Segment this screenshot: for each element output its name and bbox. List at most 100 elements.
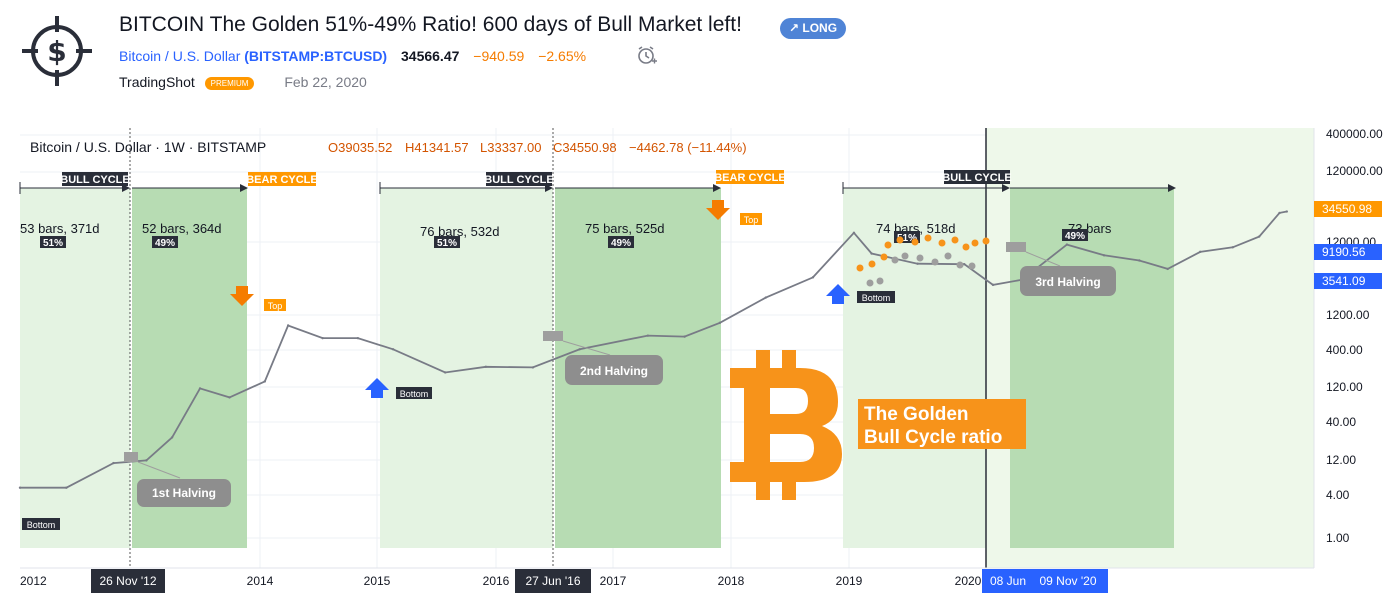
svg-text:2012: 2012 — [20, 574, 47, 588]
svg-text:Bottom: Bottom — [400, 389, 429, 399]
svg-text:27 Jun '16: 27 Jun '16 — [525, 574, 580, 588]
svg-text:BEAR CYCLE: BEAR CYCLE — [714, 172, 786, 184]
price-point — [263, 380, 266, 383]
price-point — [870, 252, 873, 255]
svg-text:2019: 2019 — [836, 574, 863, 588]
svg-text:Bull Cycle ratio: Bull Cycle ratio — [864, 427, 1002, 448]
cycle-labels: BULL CYCLE BEAR CYCLE BULL CYCLE BEAR CY… — [60, 170, 1012, 186]
price-point — [286, 324, 290, 327]
price-point — [646, 334, 650, 337]
price-point — [391, 348, 395, 351]
svg-text:Bottom: Bottom — [27, 520, 56, 530]
svg-text:49%: 49% — [1065, 231, 1085, 242]
y-axis: 400000.00 120000.00 12000.00 1200.00 400… — [1313, 127, 1383, 568]
symbol-row: Bitcoin / U.S. Dollar (BITSTAMP:BTCUSD) … — [119, 48, 586, 64]
alarm-clock-icon[interactable] — [636, 45, 658, 67]
price-point — [578, 348, 581, 351]
price-change: −940.59 — [473, 48, 525, 64]
price-point — [1102, 254, 1106, 257]
projection-dots — [856, 234, 990, 287]
price-point — [112, 461, 115, 465]
svg-text:O39035.52: O39035.52 — [328, 140, 392, 155]
svg-text:Bottom: Bottom — [862, 293, 891, 303]
price-point — [321, 336, 324, 340]
svg-text:400.00: 400.00 — [1326, 343, 1363, 357]
svg-text:51%: 51% — [897, 233, 917, 244]
ohlc-legend: Bitcoin / U.S. Dollar · 1W · BITSTAMP O3… — [30, 139, 747, 155]
svg-text:51%: 51% — [437, 238, 457, 249]
svg-text:120000.00: 120000.00 — [1326, 164, 1383, 178]
svg-text:3rd Halving: 3rd Halving — [1035, 275, 1100, 289]
svg-text:2015: 2015 — [364, 574, 391, 588]
svg-text:75 bars, 525d: 75 bars, 525d — [585, 221, 665, 236]
svg-text:40.00: 40.00 — [1326, 415, 1356, 429]
price-point — [198, 387, 202, 390]
svg-text:1200.00: 1200.00 — [1326, 308, 1370, 322]
premium-badge: PREMIUM — [204, 76, 255, 90]
svg-text:51%: 51% — [43, 238, 63, 249]
price-point — [1138, 259, 1141, 262]
price-point — [1258, 235, 1261, 238]
halving-callouts: 1st Halving 2nd Halving 3rd Halving — [124, 242, 1116, 507]
svg-text:BEAR CYCLE: BEAR CYCLE — [246, 174, 318, 186]
price-point — [228, 396, 231, 399]
svg-text:BULL CYCLE: BULL CYCLE — [484, 174, 553, 186]
svg-text:H41341.57: H41341.57 — [405, 140, 469, 155]
svg-text:9190.56: 9190.56 — [1322, 245, 1366, 259]
price-tags: 34550.98 9190.56 3541.09 — [1314, 201, 1382, 289]
price-line — [20, 210, 1287, 489]
last-price: 34566.47 — [401, 48, 460, 64]
svg-text:34550.98: 34550.98 — [1322, 202, 1372, 216]
price-point — [1285, 210, 1289, 213]
svg-text:The Golden: The Golden — [864, 404, 969, 425]
price-point — [683, 335, 686, 338]
svg-text:L33337.00: L33337.00 — [480, 140, 541, 155]
price-point — [65, 486, 68, 489]
price-point — [170, 436, 174, 439]
price-series — [18, 210, 1289, 489]
price-point — [764, 296, 768, 299]
symbol-name-link[interactable]: Bitcoin / U.S. Dollar — [119, 48, 241, 64]
symbol-ticker-link[interactable]: (BITSTAMP:BTCUSD) — [244, 48, 388, 64]
cycle-bars — [19, 182, 1176, 194]
long-badge: ↗ LONG — [780, 18, 847, 39]
price-point — [718, 321, 722, 325]
svg-text:53 bars, 371d: 53 bars, 371d — [20, 221, 100, 236]
publish-date: Feb 22, 2020 — [284, 74, 367, 90]
svg-text:C34550.98: C34550.98 — [553, 140, 617, 155]
svg-text:1st Halving: 1st Halving — [152, 486, 216, 500]
svg-text:BULL CYCLE: BULL CYCLE — [942, 172, 1011, 184]
author-name[interactable]: TradingShot — [119, 74, 195, 90]
price-point — [963, 262, 966, 266]
svg-text:26 Nov '12: 26 Nov '12 — [100, 574, 157, 588]
svg-text:4.00: 4.00 — [1326, 488, 1350, 502]
price-point — [811, 276, 815, 279]
svg-text:−4462.78 (−11.44%): −4462.78 (−11.44%) — [629, 140, 747, 155]
svg-text:09 Nov '20: 09 Nov '20 — [1040, 574, 1097, 588]
svg-text:Top: Top — [268, 301, 283, 311]
svg-text:76 bars, 532d: 76 bars, 532d — [420, 224, 500, 239]
idea-title: BITCOIN The Golden 51%-49% Ratio! 600 da… — [119, 13, 742, 36]
svg-text:Bitcoin / U.S. Dollar · 1W · B: Bitcoin / U.S. Dollar · 1W · BITSTAMP — [30, 139, 266, 155]
price-point — [852, 231, 856, 234]
svg-text:Top: Top — [744, 215, 759, 225]
top-bottom-markers: Top Top Bottom Bottom Bottom — [22, 200, 895, 530]
svg-text:2014: 2014 — [247, 574, 274, 588]
price-point — [18, 486, 22, 489]
price-point — [444, 371, 447, 374]
price-point — [1199, 250, 1202, 254]
svg-text:49%: 49% — [155, 238, 175, 249]
price-change-pct: −2.65% — [538, 48, 587, 64]
price-point — [145, 459, 148, 462]
bitcoin-logo — [730, 350, 842, 500]
svg-text:2018: 2018 — [718, 574, 745, 588]
svg-text:12.00: 12.00 — [1326, 453, 1356, 467]
svg-text:2017: 2017 — [600, 574, 627, 588]
author-row: TradingShot PREMIUM Feb 22, 2020 — [119, 74, 367, 90]
svg-text:3541.09: 3541.09 — [1322, 274, 1366, 288]
svg-text:BULL CYCLE: BULL CYCLE — [60, 174, 129, 186]
svg-text:49%: 49% — [611, 238, 631, 249]
svg-text:52 bars, 364d: 52 bars, 364d — [142, 221, 222, 236]
price-point — [1065, 243, 1069, 246]
